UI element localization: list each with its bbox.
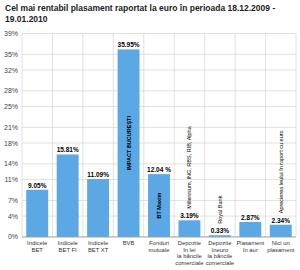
- grid-line: [22, 33, 296, 34]
- x-tick-label: IndiceleBET XT: [88, 240, 109, 253]
- grid-line: [22, 236, 296, 237]
- y-tick-label: 25%: [4, 103, 18, 110]
- data-label: 2.34%: [272, 217, 291, 224]
- x-tick-label: Fondurimutuale: [149, 240, 170, 253]
- x-tick-label: Depoziteîn leila băncilecomerciale: [175, 240, 203, 266]
- data-label: 3.19%: [180, 212, 199, 219]
- x-tick-label: Plasamentîn aur: [236, 240, 264, 253]
- x-tick-label: IndiceleBET: [27, 240, 47, 253]
- grid: [22, 34, 296, 237]
- y-tick-label: 7%: [8, 197, 18, 204]
- data-label: 0.33%: [211, 227, 230, 234]
- y-tick-label: 39%: [4, 30, 18, 37]
- category-divider: [143, 34, 144, 237]
- y-tick-label: 32%: [4, 67, 18, 74]
- bar: [270, 225, 292, 237]
- y-tick-label: 18%: [4, 140, 18, 147]
- y-tick-label: 28%: [4, 87, 18, 94]
- grid-line: [22, 127, 296, 128]
- data-label: 35.95%: [118, 41, 140, 48]
- bar: [118, 49, 140, 237]
- x-tick-label: BVB: [123, 240, 135, 246]
- bar: [57, 154, 79, 236]
- bar: [26, 190, 48, 237]
- category-divider: [235, 34, 236, 237]
- x-tick-label: IndiceleBET FI: [58, 240, 78, 253]
- y-tick-label: 11%: [5, 176, 19, 183]
- bars: [26, 49, 291, 237]
- data-label: 12.04 %: [147, 166, 171, 173]
- bar: [148, 174, 170, 237]
- bar: [87, 179, 109, 237]
- grid-line: [22, 70, 296, 71]
- grid-line: [22, 90, 296, 91]
- category-divider: [204, 34, 205, 237]
- data-label: 2.87%: [241, 214, 260, 221]
- annotation: Aprecierea leului în raport cu euro: [278, 130, 284, 213]
- data-label: 11.09%: [87, 171, 109, 178]
- background: [0, 0, 300, 270]
- category-divider: [52, 34, 53, 237]
- y-tick-label: 14%: [4, 160, 18, 167]
- y-tick-label: 35%: [4, 51, 18, 58]
- category-divider: [22, 34, 23, 237]
- category-divider: [113, 34, 114, 237]
- x-tick-label: Nici unplasament: [267, 240, 294, 253]
- category-divider: [265, 34, 266, 237]
- y-tick-label: 4%: [8, 213, 18, 220]
- x-tick-label: Depoziteîneurola băncilecomerciale: [206, 240, 234, 266]
- x-axis-line: [22, 236, 296, 237]
- category-divider: [174, 34, 175, 237]
- chart: Cel mai rentabil plasament raportat la e…: [0, 0, 300, 270]
- annotation: BT Maxim: [156, 192, 162, 218]
- category-divider: [82, 34, 83, 237]
- y-tick-label: 0%: [8, 233, 18, 240]
- bar: [239, 222, 261, 237]
- annotation: IMPACT BUCUREȘTI: [126, 116, 133, 171]
- category-divider: [296, 34, 297, 237]
- annotation: Millennium, ING, RBS, RIB, Alpha: [186, 125, 192, 208]
- grid-line: [22, 54, 296, 55]
- title: Cel mai rentabil plasament raportat la e…: [5, 3, 275, 24]
- data-label: 9.05%: [28, 182, 47, 189]
- annotation: Royal Bank: [217, 195, 223, 223]
- grid-line: [22, 106, 296, 107]
- y-tick-label: 21%: [4, 124, 18, 131]
- grid-line: [22, 143, 296, 144]
- data-label: 15.81%: [57, 146, 79, 153]
- bar: [178, 220, 200, 237]
